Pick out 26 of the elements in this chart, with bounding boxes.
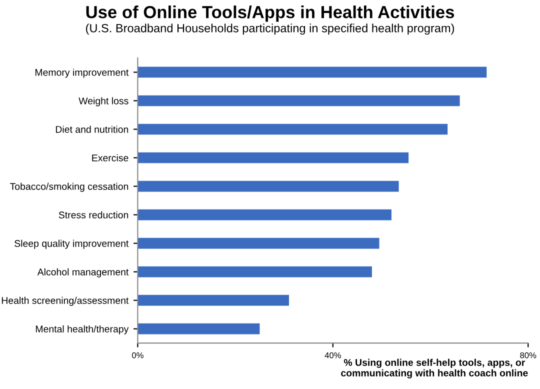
bar <box>138 266 372 278</box>
bar <box>138 323 260 334</box>
bar <box>138 124 448 135</box>
chart-subtitle: (U.S. Broadband Households participating in specified health program) <box>86 24 454 35</box>
bar <box>138 238 380 249</box>
y-tick-label: Health screening/assessment <box>2 296 129 306</box>
y-tick-label: Tobacco/smoking cessation <box>10 182 128 192</box>
x-tick-label: 80% <box>520 352 536 358</box>
bar <box>138 180 399 192</box>
x-tick-label: 40% <box>324 352 341 358</box>
y-tick-label: Mental health/therapy <box>36 325 129 334</box>
y-tick-label: Alcohol management <box>37 268 129 278</box>
y-tick-label: Weight loss <box>78 97 128 106</box>
y-tick-label: Diet and nutrition <box>56 126 128 133</box>
y-tick-label: Sleep quality improvement <box>14 240 129 249</box>
bar <box>138 294 289 306</box>
bar <box>138 95 460 106</box>
bar <box>138 66 487 78</box>
chart-title: Use of Online Tools/Apps in Health Activities <box>86 6 454 22</box>
y-tick-label: Memory improvement <box>35 68 129 78</box>
bar <box>138 152 409 164</box>
y-tick-label: Stress reduction <box>58 211 128 218</box>
y-tick-label: Exercise <box>92 154 128 162</box>
x-axis-title: % Using online self-help tools, apps, or communicating with health coach online <box>341 358 528 378</box>
x-tick-label: 0% <box>132 352 144 358</box>
bar <box>138 209 392 220</box>
